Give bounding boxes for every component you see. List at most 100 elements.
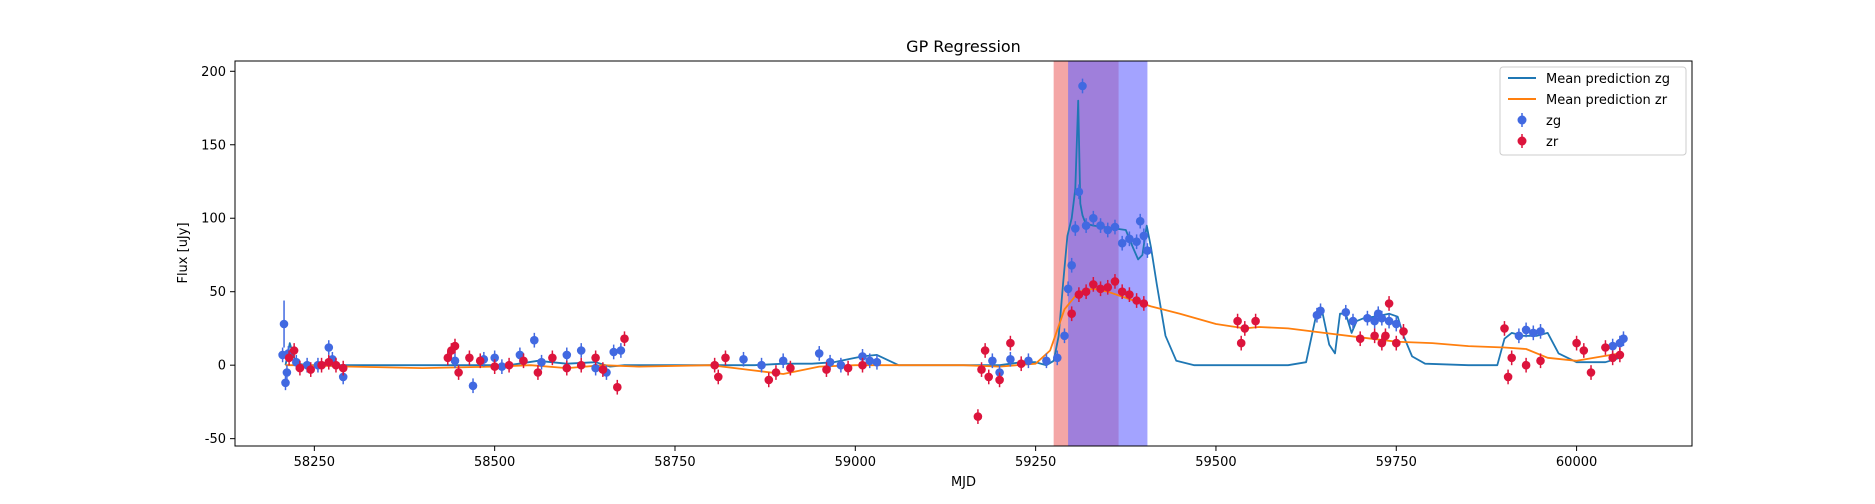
legend-label-zg: zg: [1546, 114, 1561, 129]
point-zg: [995, 368, 1004, 377]
point-zr: [620, 334, 629, 344]
chart-title: GP Regression: [906, 37, 1021, 56]
point-zg: [282, 368, 292, 377]
y-tick-label: 150: [201, 138, 226, 153]
legend-frame: [1499, 66, 1687, 156]
point-zg: [1081, 221, 1091, 230]
point-zr: [454, 368, 463, 377]
point-zr: [973, 412, 983, 421]
point-zr: [591, 353, 600, 363]
y-axis-label: Flux [uJy]: [176, 222, 191, 283]
point-zr: [1240, 324, 1250, 333]
point-zg: [825, 357, 835, 367]
point-zg: [1103, 225, 1113, 235]
point-zr: [490, 362, 500, 371]
point-zg: [576, 346, 586, 355]
x-tick-label: 58500: [474, 455, 515, 470]
x-tick-label: 59750: [1376, 455, 1417, 470]
point-zg: [1341, 308, 1351, 317]
y-tick-label: 200: [201, 65, 226, 80]
point-zr: [1500, 324, 1509, 333]
point-zg: [858, 352, 867, 361]
legend-label-zg-line: Mean prediction zg: [1546, 72, 1670, 87]
x-tick-label: 60000: [1556, 455, 1597, 470]
point-zr: [1236, 338, 1246, 348]
point-zr: [1536, 356, 1545, 366]
point-zg: [468, 381, 478, 391]
point-zg: [616, 346, 626, 355]
point-zg: [1521, 325, 1531, 335]
point-zg: [988, 356, 997, 366]
point-zg: [1316, 306, 1325, 316]
point-zg: [338, 372, 348, 382]
point-zr: [1370, 331, 1379, 341]
series-line-zg: [284, 99, 1621, 368]
point-zr: [613, 382, 622, 392]
point-zr: [562, 363, 572, 373]
point-zr: [504, 360, 514, 370]
plot-frame: [234, 60, 1693, 447]
point-zg: [1392, 319, 1401, 329]
point-zr: [1074, 290, 1084, 299]
point-zr: [1233, 316, 1242, 326]
point-zr: [1579, 346, 1589, 355]
point-zg: [490, 353, 500, 363]
point-zr: [1110, 277, 1120, 286]
point-zr: [533, 368, 543, 377]
point-zr: [598, 365, 608, 374]
blue-shaded-region: [1068, 61, 1148, 446]
point-zg: [1117, 238, 1127, 248]
point-zg: [1078, 81, 1087, 91]
point-zr: [977, 365, 986, 374]
point-zr: [858, 360, 867, 370]
point-zg: [1143, 246, 1152, 255]
point-zg: [1529, 328, 1538, 338]
point-zr: [822, 365, 831, 374]
y-tick-label: -50: [205, 432, 226, 447]
point-zr: [1125, 290, 1134, 299]
point-zg: [836, 360, 846, 370]
point-zr: [284, 353, 294, 363]
point-zr: [1251, 316, 1260, 326]
point-zg: [1135, 216, 1145, 226]
point-zg: [1042, 356, 1051, 366]
point-zg: [865, 356, 874, 366]
point-zg: [1006, 355, 1015, 364]
point-zr: [1355, 334, 1365, 344]
point-zg: [778, 356, 788, 366]
point-zg: [814, 349, 824, 358]
point-zg: [1536, 327, 1545, 336]
point-zr: [764, 375, 774, 385]
point-zr: [1117, 287, 1127, 297]
y-tick-label: 0: [218, 359, 226, 374]
point-zr: [1089, 280, 1098, 289]
point-zr: [1377, 338, 1387, 348]
point-zg: [1074, 187, 1084, 197]
point-zg: [1132, 237, 1141, 246]
x-tick-label: 59500: [1195, 455, 1236, 470]
x-tick-label: 59000: [835, 455, 876, 470]
legend: Mean prediction zg Mean prediction zr zg…: [1499, 66, 1687, 156]
point-zg: [1024, 356, 1033, 366]
point-zr: [576, 360, 586, 370]
point-zg: [1096, 221, 1105, 230]
y-tick-label: 100: [201, 212, 226, 227]
point-zg: [1125, 234, 1134, 244]
point-zg: [872, 357, 882, 367]
point-zg: [1384, 316, 1394, 326]
point-zr: [1384, 299, 1394, 308]
point-zr: [1503, 372, 1513, 382]
point-zr: [1608, 353, 1617, 363]
point-zg: [530, 335, 539, 345]
point-zr: [1096, 284, 1105, 294]
point-zg: [497, 362, 507, 371]
point-zr: [1615, 350, 1625, 360]
point-zr: [450, 341, 460, 351]
point-zg: [1370, 316, 1379, 326]
x-tick-label: 59250: [1015, 455, 1056, 470]
point-zr: [1006, 338, 1015, 348]
point-zr: [714, 372, 723, 382]
point-zg: [1377, 313, 1387, 323]
point-zr: [1103, 283, 1113, 292]
point-zg: [609, 347, 618, 357]
